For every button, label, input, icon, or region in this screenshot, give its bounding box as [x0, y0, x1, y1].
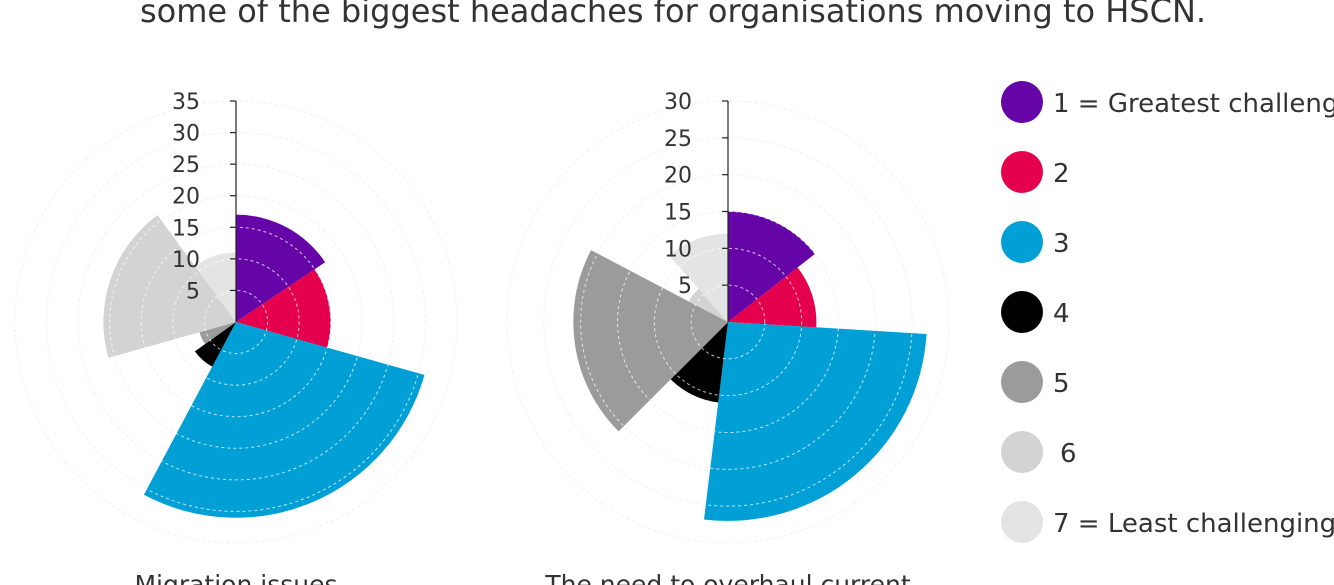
grid-ring-overlay	[543, 137, 913, 507]
legend-swatch	[1001, 431, 1043, 473]
grid-ring-overlay	[46, 132, 426, 512]
legend-label: 3	[1053, 229, 1070, 259]
tick-label: 30	[172, 122, 200, 147]
polar-segment	[194, 252, 236, 322]
tick-label: 25	[172, 153, 200, 178]
polar-segment	[669, 233, 728, 322]
tick-label: 30	[664, 90, 692, 115]
page-title: some of the biggest headaches for organi…	[140, 0, 1206, 30]
tick-label: 10	[172, 248, 200, 273]
grid-ring-overlay	[14, 100, 458, 544]
legend-swatch	[1001, 81, 1043, 123]
legend-label: 7 = Least challenging	[1053, 509, 1334, 539]
tick-label: 5	[678, 274, 692, 299]
tick-label: 5	[186, 279, 200, 304]
polar-segment	[704, 322, 927, 521]
grid-ring-overlay	[617, 211, 839, 433]
legend-swatch	[1001, 501, 1043, 543]
polar-segment	[728, 211, 815, 322]
polar-segment	[199, 322, 236, 345]
legend-label: 1 = Greatest challenge	[1053, 89, 1334, 119]
tick-label: 20	[664, 164, 692, 189]
legend-swatch	[1001, 361, 1043, 403]
polar-segment	[688, 288, 728, 322]
polar-segment	[143, 322, 425, 518]
grid-ring-overlay	[77, 163, 395, 481]
legend-label: 2	[1053, 159, 1070, 189]
grid-ring-overlay	[203, 289, 269, 355]
polar-segment	[103, 215, 237, 358]
tick-label: 25	[664, 127, 692, 152]
polar-segment	[194, 322, 236, 367]
tick-label: 35	[172, 90, 200, 115]
legend-swatch	[1001, 221, 1043, 263]
legend-label: 6	[1060, 439, 1077, 469]
grid-ring-overlay	[506, 100, 950, 544]
grid-ring-overlay	[653, 247, 803, 397]
polar-segment	[573, 250, 728, 432]
legend-swatch	[1001, 291, 1043, 333]
legend-swatch	[1001, 151, 1043, 193]
polar-segment	[236, 214, 326, 322]
grid-ring-overlay	[580, 174, 876, 470]
grid-ring-overlay	[172, 258, 300, 386]
polar-segment	[670, 322, 728, 403]
tick-label: 15	[172, 216, 200, 241]
polar-segment	[236, 269, 331, 348]
tick-label: 15	[664, 201, 692, 226]
chart-title: The need to overhaul current	[544, 570, 911, 585]
legend-label: 5	[1053, 369, 1070, 399]
grid-ring-overlay	[690, 284, 766, 360]
chart-title: Migration issues	[134, 570, 337, 585]
legend-label: 4	[1053, 299, 1070, 329]
tick-label: 20	[172, 185, 200, 210]
polar-segment	[728, 267, 817, 328]
tick-label: 10	[664, 237, 692, 262]
